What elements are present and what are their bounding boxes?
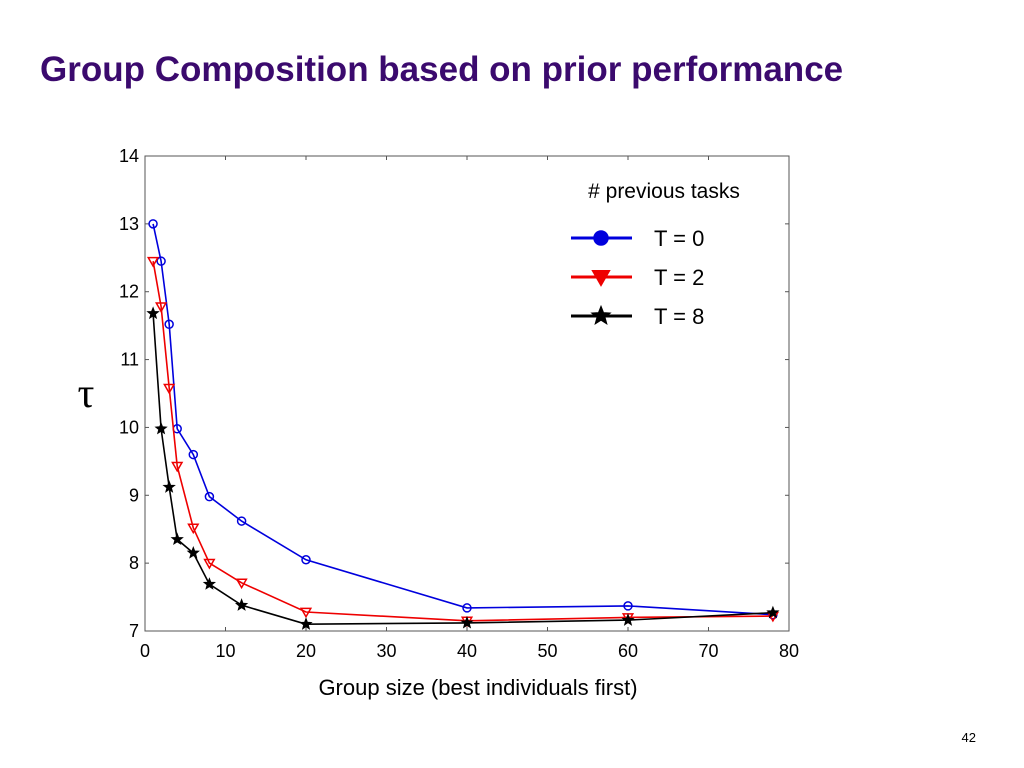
y-tick-label: 10 (119, 417, 139, 437)
data-point (236, 516, 247, 526)
legend-label: T = 8 (654, 304, 704, 329)
y-tick-label: 7 (129, 621, 139, 641)
x-tick-label: 80 (779, 641, 799, 661)
data-point (155, 302, 168, 313)
x-tick-label: 70 (698, 641, 718, 661)
series-t-8 (146, 306, 780, 630)
series-line (152, 313, 773, 626)
data-point (170, 532, 184, 546)
data-point (204, 491, 215, 502)
data-point (460, 615, 474, 629)
legend-marker (593, 230, 609, 246)
x-tick-label: 0 (140, 641, 150, 661)
data-point (156, 256, 166, 266)
slide-title: Group Composition based on prior perform… (40, 50, 844, 89)
x-tick-label: 60 (618, 641, 638, 661)
data-point (171, 461, 184, 473)
legend: T = 0 T = 2 T = 8 (571, 226, 704, 329)
data-point (154, 421, 168, 435)
data-point (163, 383, 176, 395)
data-point (235, 578, 248, 590)
data-point (203, 558, 216, 570)
x-axis-label: Group size (best individuals first) (318, 675, 637, 700)
y-tick-label: 12 (119, 282, 139, 302)
legend-marker (590, 304, 612, 326)
data-point (186, 546, 200, 559)
x-tick-label: 50 (537, 641, 557, 661)
data-point (621, 613, 635, 626)
data-point (234, 598, 249, 611)
y-tick-label: 9 (129, 485, 139, 505)
data-point (162, 480, 176, 493)
data-point (187, 523, 200, 535)
y-tick-label: 11 (120, 350, 139, 370)
data-point (202, 577, 217, 590)
legend-marker (591, 269, 611, 287)
x-tick-label: 40 (457, 641, 477, 661)
data-point (766, 605, 780, 619)
series-line (152, 261, 773, 622)
data-point (148, 219, 158, 229)
legend-label: T = 0 (654, 226, 704, 251)
data-point (301, 555, 311, 565)
x-tick-label: 10 (215, 641, 235, 661)
data-point (462, 603, 472, 613)
legend-entry: T = 8 (571, 304, 704, 329)
axis-ticks: 0 10 20 30 40 50 60 70 80 7 8 9 10 11 12 13 14 (119, 146, 799, 661)
y-axis-label: τ (78, 371, 95, 417)
series-layer (146, 219, 780, 630)
x-tick-label: 20 (296, 641, 316, 661)
data-point (164, 319, 174, 330)
y-tick-label: 13 (119, 214, 139, 234)
legend-title: # previous tasks (588, 180, 740, 203)
data-point (623, 601, 633, 611)
legend-entry: T = 0 (571, 226, 704, 251)
data-point (299, 617, 313, 630)
page-number: 42 (961, 730, 976, 745)
legend-entry: T = 2 (571, 265, 704, 290)
data-point (146, 256, 160, 268)
x-tick-label: 30 (376, 641, 396, 661)
legend-label: T = 2 (654, 265, 704, 290)
y-tick-label: 14 (119, 146, 139, 166)
data-point (299, 607, 313, 619)
data-point (188, 449, 199, 460)
y-tick-label: 8 (129, 553, 139, 573)
data-point (146, 306, 160, 320)
